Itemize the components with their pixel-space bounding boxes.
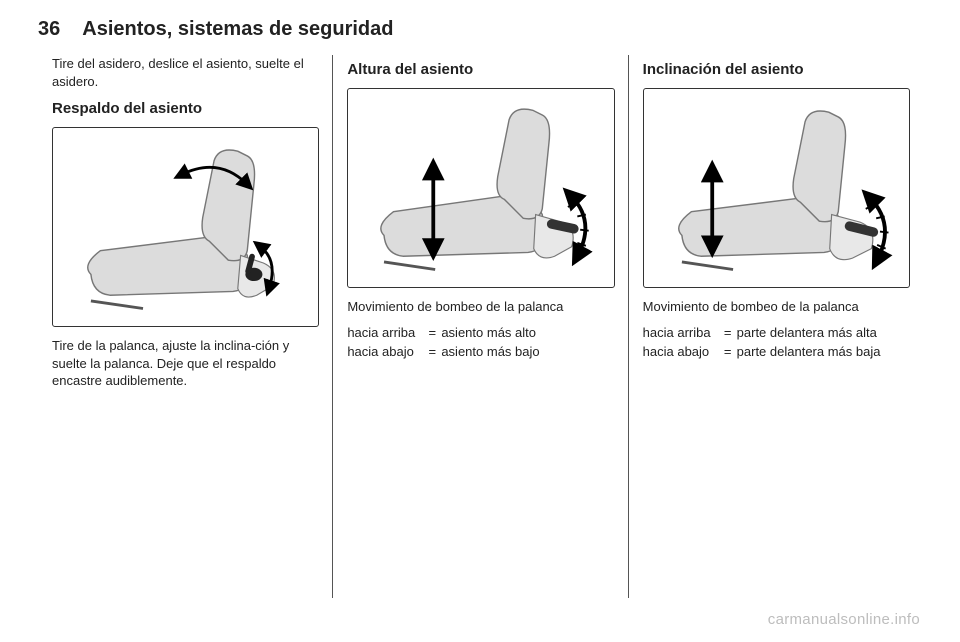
- kv-val: asiento más alto: [441, 324, 614, 342]
- column-3: Inclinación del asiento: [629, 55, 924, 398]
- col1-intro: Tire del asidero, deslice el asiento, su…: [52, 55, 319, 90]
- column-1: Tire del asidero, deslice el asiento, su…: [38, 55, 333, 398]
- seat-height-svg: [348, 89, 613, 287]
- table-row: hacia abajo = parte delantera más baja: [643, 343, 910, 361]
- seat-height-illustration: [347, 88, 614, 288]
- table-row: hacia arriba = parte delantera más alta: [643, 324, 910, 342]
- kv-key: hacia abajo: [643, 343, 719, 361]
- kv-eq: =: [719, 343, 737, 361]
- seat-tilt-svg: [644, 89, 909, 287]
- kv-key: hacia abajo: [347, 343, 423, 361]
- seat-backrest-illustration: [52, 127, 319, 327]
- col3-subhead: Inclinación del asiento: [643, 61, 910, 78]
- col2-table: hacia arriba = asiento más alto hacia ab…: [347, 324, 614, 361]
- page-number: 36: [38, 18, 60, 41]
- col2-subhead: Altura del asiento: [347, 61, 614, 78]
- seat-backrest-svg: [53, 128, 318, 326]
- col1-caption: Tire de la palanca, ajuste la inclina-ci…: [52, 337, 319, 390]
- page-header: 36 Asientos, sistemas de seguridad: [0, 0, 960, 55]
- kv-key: hacia arriba: [643, 324, 719, 342]
- kv-val: parte delantera más alta: [737, 324, 910, 342]
- kv-eq: =: [719, 324, 737, 342]
- kv-eq: =: [423, 343, 441, 361]
- col2-caption: Movimiento de bombeo de la palanca: [347, 298, 614, 316]
- col1-subhead: Respaldo del asiento: [52, 100, 319, 117]
- kv-key: hacia arriba: [347, 324, 423, 342]
- columns: Tire del asidero, deslice el asiento, su…: [0, 55, 960, 398]
- col3-table: hacia arriba = parte delantera más alta …: [643, 324, 910, 361]
- kv-val: asiento más bajo: [441, 343, 614, 361]
- watermark: carmanualsonline.info: [768, 611, 920, 628]
- table-row: hacia arriba = asiento más alto: [347, 324, 614, 342]
- kv-eq: =: [423, 324, 441, 342]
- kv-val: parte delantera más baja: [737, 343, 910, 361]
- col3-caption: Movimiento de bombeo de la palanca: [643, 298, 910, 316]
- seat-tilt-illustration: [643, 88, 910, 288]
- chapter-title: Asientos, sistemas de seguridad: [82, 18, 393, 41]
- column-2: Altura del asiento: [333, 55, 628, 398]
- table-row: hacia abajo = asiento más bajo: [347, 343, 614, 361]
